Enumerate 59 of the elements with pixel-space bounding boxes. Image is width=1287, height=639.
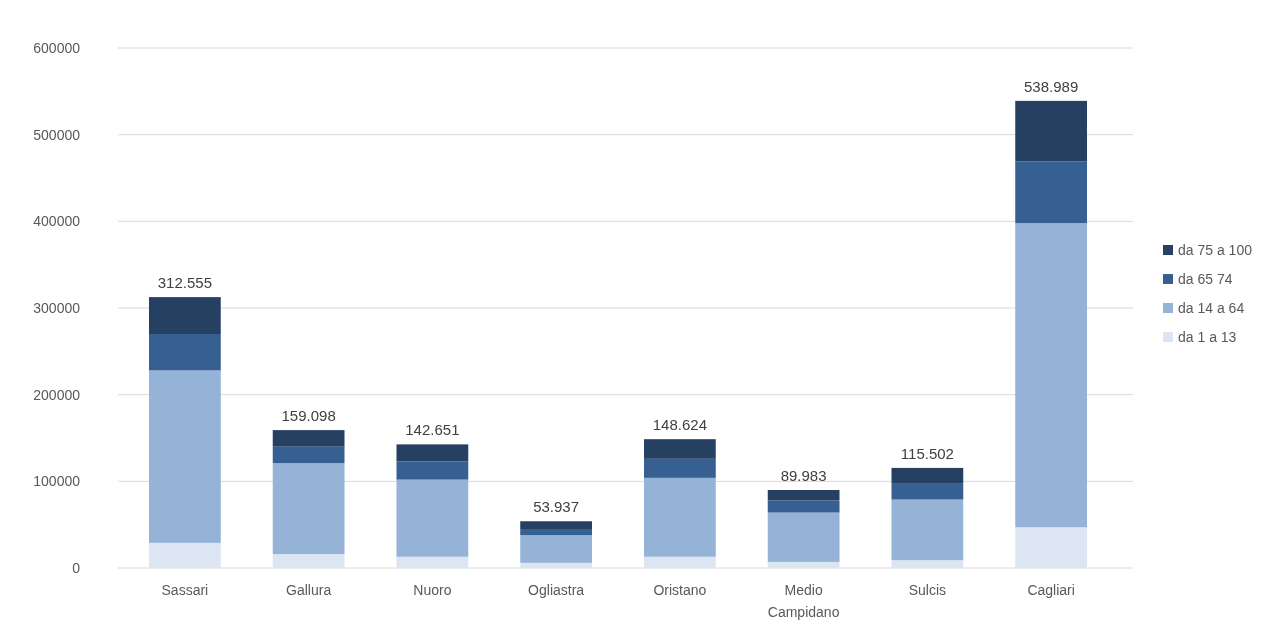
bar (272, 554, 345, 568)
bar (1015, 223, 1088, 528)
bar (767, 512, 840, 562)
total-label: 148.624 (652, 416, 707, 434)
bar (520, 562, 593, 568)
bar (272, 446, 345, 464)
legend-label: da 14 a 64 (1178, 299, 1245, 316)
y-tick-label: 400000 (33, 213, 81, 230)
bar (520, 535, 593, 563)
bar (891, 467, 964, 484)
bar (148, 370, 221, 543)
bar (767, 490, 840, 501)
x-tick-label: Sulcis (908, 582, 947, 598)
bar (643, 477, 716, 557)
bar (520, 529, 593, 536)
bar (643, 439, 716, 459)
bar (148, 542, 221, 568)
x-tick-label: Gallura (286, 582, 332, 598)
x-tick-label: Oristano (653, 582, 707, 598)
x-tick-label: Sassari (161, 582, 209, 598)
x-tick-label: Ogliastra (528, 582, 585, 598)
bar (520, 521, 593, 529)
bar (891, 560, 964, 568)
y-tick-label: 500000 (33, 126, 81, 143)
bar (891, 499, 964, 561)
bar (396, 444, 469, 462)
y-tick-label: 300000 (33, 299, 81, 316)
total-label: 115.502 (900, 444, 954, 462)
y-tick-label: 200000 (33, 386, 81, 403)
total-label: 538.989 (1024, 77, 1079, 95)
bar (396, 556, 469, 568)
bar (891, 483, 964, 500)
bar (643, 458, 716, 478)
x-tick-label: Nuoro (413, 582, 452, 598)
total-label: 142.651 (405, 421, 460, 439)
legend-label: da 1 a 13 (1178, 328, 1237, 345)
y-tick-label: 100000 (33, 473, 81, 490)
x-tick-label: Medio Campidano (767, 582, 840, 620)
bar (148, 297, 221, 334)
bar (148, 334, 221, 371)
total-label: 89.983 (780, 467, 827, 485)
bar (272, 430, 345, 447)
legend-label: da 65 74 (1178, 270, 1233, 287)
x-tick-label: Cagliari (1027, 582, 1075, 598)
bar (272, 463, 345, 555)
total-label: 159.098 (281, 407, 336, 425)
total-label: 312.555 (157, 274, 212, 292)
bar (767, 500, 840, 513)
y-tick-label: 600000 (33, 39, 81, 56)
y-tick-label: 0 (72, 559, 81, 576)
bar (1015, 100, 1088, 162)
bar (396, 479, 469, 557)
bar (1015, 527, 1088, 568)
bar (1015, 161, 1088, 224)
bar (643, 556, 716, 568)
bar (396, 461, 469, 480)
bar (767, 561, 840, 568)
legend-label: da 75 a 100 (1178, 241, 1253, 258)
total-label: 53.937 (533, 498, 580, 516)
